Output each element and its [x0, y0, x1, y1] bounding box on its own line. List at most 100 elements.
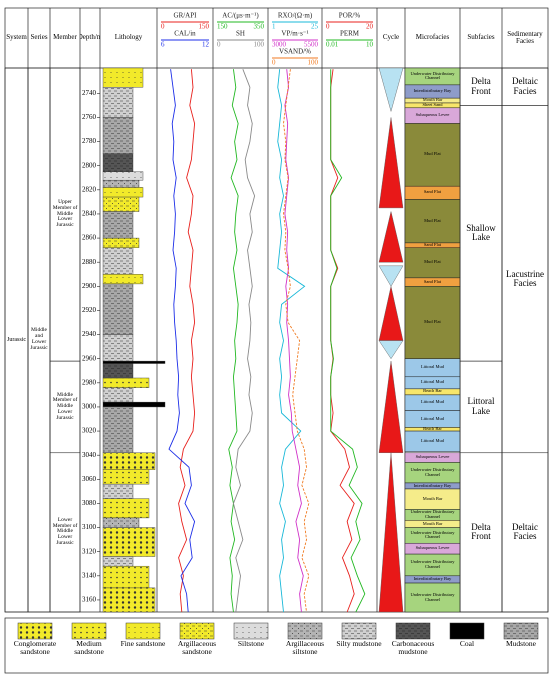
member-zone — [49, 452, 81, 613]
legend-swatch — [503, 622, 539, 640]
microfacies-label: Underwater Distributary Channel — [410, 70, 455, 81]
column-header: Cycle — [382, 33, 400, 42]
legend-label: Mudstone — [506, 640, 536, 648]
depth-tick-label: 3000 — [82, 403, 97, 411]
microfacies-label: Interdistributary Bay — [413, 576, 452, 582]
legend-swatch — [17, 622, 53, 640]
cycle-triangle — [378, 67, 404, 113]
microfacies-label: Interdistributary Bay — [413, 88, 452, 94]
subfacies-label: Delta Front — [471, 76, 491, 96]
curve-name: VSAND/% — [279, 48, 311, 56]
depth-tick-label: 3160 — [82, 596, 97, 604]
legend-label: Argillaceous siltstone — [285, 640, 325, 656]
log-curve — [168, 69, 196, 613]
curve-name: SH — [236, 30, 245, 38]
microfacies-label: Littoral Mud — [420, 437, 445, 443]
microfacies-label: Interdistributary Bay — [413, 482, 452, 488]
lithology-bed — [102, 483, 134, 499]
microfacies-label: Subaqueous Levee — [415, 545, 450, 551]
scale-min: 6 — [161, 41, 165, 49]
scale-min: 3000 — [272, 41, 287, 49]
lithology-bed — [102, 401, 166, 408]
cycle-triangle — [378, 361, 404, 453]
microfacies-label: Littoral Mud — [420, 399, 445, 405]
lithology-bed — [102, 153, 134, 172]
cycle-triangle — [378, 286, 404, 341]
cycle-triangle — [378, 340, 404, 360]
microfacies-label: Underwater Distributary Channel — [410, 509, 455, 519]
depth-tick-label: 3120 — [82, 547, 97, 555]
curve-name: PERM — [340, 30, 360, 38]
scale-max: 10 — [366, 41, 374, 49]
facies-label: Lacustrine Facies — [506, 268, 544, 289]
lithology-bed — [102, 498, 150, 519]
column-header: Sedimentary Facies — [507, 29, 543, 45]
facies-zone — [501, 452, 549, 613]
cycle-triangle — [378, 452, 404, 613]
lithology-bed — [102, 67, 144, 88]
curve-name: CAL/in — [174, 30, 196, 38]
scale-min: 0 — [326, 23, 330, 31]
microfacies-label: Beach Bar — [423, 427, 442, 431]
lithology-bed — [102, 360, 166, 364]
log-curve — [178, 69, 196, 613]
scale-max: 5500 — [304, 41, 319, 49]
legend-label: Coal — [459, 640, 475, 648]
microfacies-label: Sand Flat — [423, 242, 442, 247]
lithology-bed — [102, 469, 150, 485]
legend-swatch — [233, 622, 269, 640]
microfacies-label: Mouth Bar — [422, 520, 443, 526]
facies-label: Deltaic Facies — [512, 521, 538, 542]
column-header: Microfacies — [415, 33, 450, 42]
scale-max: 20 — [366, 23, 374, 31]
microfacies-label: Underwater Distributary Channel — [410, 466, 455, 477]
facies-label: Deltaic Facies — [512, 76, 538, 96]
microfacies-label: Subaqueous Levee — [415, 454, 450, 460]
legend-label: Carbonaceous mudstone — [391, 640, 435, 656]
depth-tick-label: 3040 — [82, 451, 97, 459]
legend-swatch — [179, 622, 215, 640]
log-curve — [283, 69, 310, 613]
legend-swatch — [125, 622, 161, 640]
scale-max: 25 — [311, 23, 319, 31]
legend-label: Siltstone — [237, 640, 265, 648]
depth-tick-label: 2820 — [82, 185, 97, 193]
cycle-triangle — [378, 117, 404, 209]
microfacies-label: Mud Flat — [424, 151, 441, 157]
column-header: Depth/m — [80, 33, 100, 42]
legend-swatch — [71, 622, 107, 640]
depth-tick-label: 2740 — [82, 89, 97, 97]
legend-label: Medium sandstone — [74, 640, 104, 656]
legend-swatch — [341, 622, 377, 640]
cycle-triangle — [378, 265, 404, 287]
microfacies-label: Mud Flat — [424, 319, 441, 325]
log-curve — [330, 69, 366, 613]
lithology-bed — [102, 517, 140, 528]
microfacies-label: Littoral Mud — [420, 364, 445, 370]
log-curve — [228, 69, 239, 613]
scale-max: 100 — [254, 41, 265, 49]
legend-label: Silty mudstone — [336, 640, 382, 648]
member-label: Lower Member of Middle Lower Jurassic — [52, 516, 78, 547]
scale-min: 0 — [272, 59, 276, 67]
microfacies-label: Littoral Mud — [420, 379, 445, 385]
lithology-bed — [102, 377, 150, 388]
lithology-bed — [102, 179, 140, 188]
depth-tick-label: 2780 — [82, 137, 97, 145]
depth-tick-label: 2900 — [82, 282, 97, 290]
column-header: Series — [30, 33, 48, 42]
lithology-bed — [102, 196, 140, 212]
scale-min: 150 — [217, 23, 228, 31]
scale-min: 0 — [217, 41, 221, 49]
lithology-bed — [102, 452, 156, 470]
microfacies-label: Mud Flat — [424, 217, 441, 223]
curve-name: GR/API — [174, 12, 198, 20]
lithology-bed — [102, 587, 156, 613]
lithology-bed — [102, 187, 144, 198]
depth-tick-label: 2940 — [82, 330, 97, 338]
legend-label: Argillaceous sandstone — [177, 640, 217, 656]
scale-max: 100 — [308, 59, 319, 67]
microfacies-label: Mouth Bar — [422, 495, 443, 501]
scale-min: 1 — [272, 23, 276, 31]
